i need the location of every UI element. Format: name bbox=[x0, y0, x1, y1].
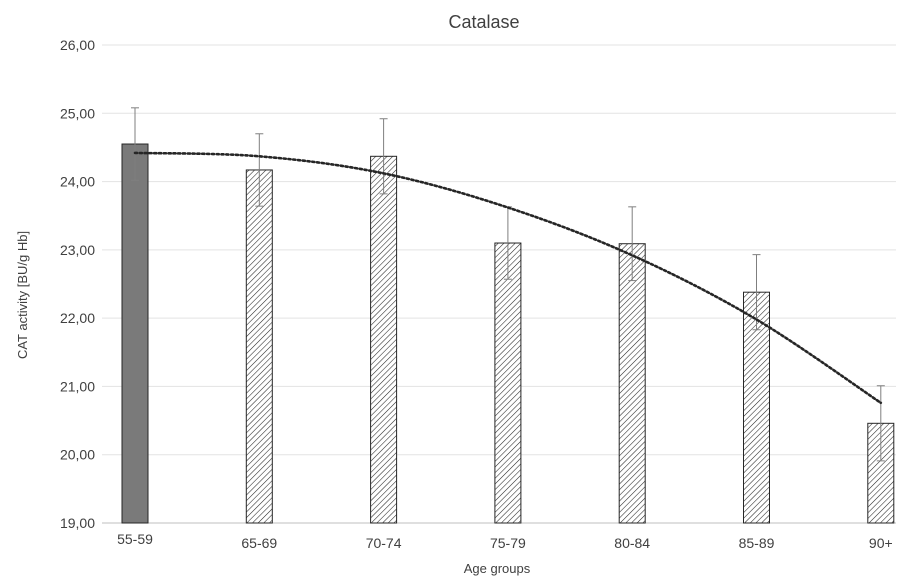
x-tick-label: 65-69 bbox=[241, 535, 277, 551]
y-tick-label: 21,00 bbox=[60, 378, 95, 394]
bar-75-79 bbox=[494, 242, 522, 524]
y-tick-label: 25,00 bbox=[60, 105, 95, 121]
x-tick-label: 70-74 bbox=[366, 535, 402, 551]
bar-80-84 bbox=[618, 243, 646, 524]
y-axis-ticks: 19,00 20,00 21,00 22,00 23,00 24,00 25,00 26,00 bbox=[60, 37, 95, 531]
x-tick-label: 80-84 bbox=[614, 535, 650, 551]
x-tick-label: 55-59 bbox=[117, 531, 153, 547]
x-tick-label: 85-89 bbox=[739, 535, 775, 551]
y-tick-label: 23,00 bbox=[60, 242, 95, 258]
y-tick-label: 19,00 bbox=[60, 515, 95, 531]
chart-title: Catalase bbox=[448, 12, 519, 32]
bar-65-69 bbox=[245, 169, 273, 524]
y-axis-label: CAT activity [BU/g Hb] bbox=[15, 231, 30, 359]
error-bar-85-89 bbox=[752, 254, 761, 331]
error-bar-70-74 bbox=[379, 118, 388, 195]
x-tick-label: 90+ bbox=[869, 535, 893, 551]
y-tick-label: 26,00 bbox=[60, 37, 95, 53]
error-bar-55-59 bbox=[131, 107, 139, 181]
y-tick-label: 20,00 bbox=[60, 447, 95, 463]
bar-70-74 bbox=[370, 155, 398, 524]
bars bbox=[121, 143, 895, 524]
x-tick-label: 75-79 bbox=[490, 535, 526, 551]
x-axis-ticks: 55-59 65-69 70-74 75-79 80-84 85-89 90+ bbox=[117, 531, 893, 551]
error-bar-80-84 bbox=[628, 206, 637, 282]
y-tick-label: 22,00 bbox=[60, 310, 95, 326]
y-tick-label: 24,00 bbox=[60, 174, 95, 190]
trend-line bbox=[133, 151, 883, 405]
error-bar-90+ bbox=[876, 385, 885, 462]
error-bars bbox=[131, 107, 885, 462]
x-axis-label: Age groups bbox=[464, 561, 531, 576]
bar-55-59 bbox=[121, 143, 149, 524]
error-bar-65-69 bbox=[255, 133, 264, 207]
